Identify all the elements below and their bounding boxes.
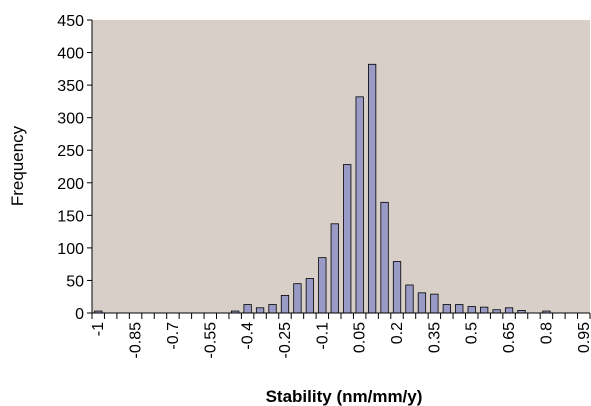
histogram-bar — [405, 284, 414, 314]
x-tick-label: 0.8 — [538, 322, 555, 344]
x-tick-label: -0.1 — [314, 322, 331, 350]
bars-group — [94, 63, 551, 314]
y-tick-label: 400 — [57, 46, 84, 63]
y-tick-label: 100 — [57, 241, 84, 258]
histogram-bar — [417, 292, 427, 314]
x-tick-label: 0.65 — [501, 322, 518, 353]
x-tick-label: -1 — [90, 322, 107, 336]
histogram-bar — [305, 278, 315, 314]
x-tick-label: -0.25 — [277, 322, 294, 359]
x-axis-ticks: -1 -0.85 -0.7 -0.55 -0.4 -0.25 -0.1 0.05 0.2 0.35… — [90, 313, 591, 358]
histogram-bar — [343, 164, 352, 314]
x-axis-title: Stability (nm/mm/y) — [266, 387, 423, 406]
histogram-bar — [504, 307, 514, 314]
x-tick-label: 0.35 — [426, 322, 443, 353]
x-tick-label: 0.05 — [352, 322, 369, 353]
y-tick-label: 200 — [57, 176, 84, 193]
histogram-bar — [467, 306, 476, 314]
histogram-bar — [293, 283, 302, 314]
x-tick-label: 0.2 — [389, 322, 406, 344]
x-tick-label: -0.55 — [202, 322, 219, 359]
x-tick-label: -0.4 — [240, 322, 257, 350]
histogram-bar — [355, 96, 364, 314]
y-axis-title: Frequency — [8, 125, 27, 206]
plot-area — [92, 20, 590, 313]
histogram-bar — [318, 257, 327, 314]
y-tick-label: 350 — [57, 78, 84, 95]
x-tick-label: 0.5 — [464, 322, 481, 344]
x-tick-label: 0.95 — [576, 322, 591, 353]
histogram-bar — [280, 295, 290, 314]
y-tick-label: 50 — [66, 273, 84, 290]
histogram-bar — [380, 201, 389, 314]
y-tick-label: 450 — [57, 13, 84, 30]
y-axis-ticks: 0 50 100 150 200 250 300 350 400 450 — [57, 13, 92, 323]
y-tick-label: 250 — [57, 143, 84, 160]
histogram-bar — [430, 293, 439, 314]
y-tick-label: 0 — [75, 306, 84, 323]
x-tick-label: -0.85 — [128, 322, 145, 359]
histogram-bar — [243, 304, 252, 314]
histogram-bar — [392, 261, 402, 314]
y-tick-label: 300 — [57, 111, 84, 128]
x-tick-label: -0.7 — [165, 322, 182, 350]
histogram-bar — [268, 304, 277, 314]
histogram-bar — [330, 223, 339, 314]
histogram-bar — [255, 307, 265, 314]
histogram-bar — [442, 304, 451, 314]
y-tick-label: 150 — [57, 208, 84, 225]
histogram-bar — [455, 304, 464, 314]
histogram-bar — [367, 63, 377, 314]
histogram-bar — [480, 306, 489, 314]
